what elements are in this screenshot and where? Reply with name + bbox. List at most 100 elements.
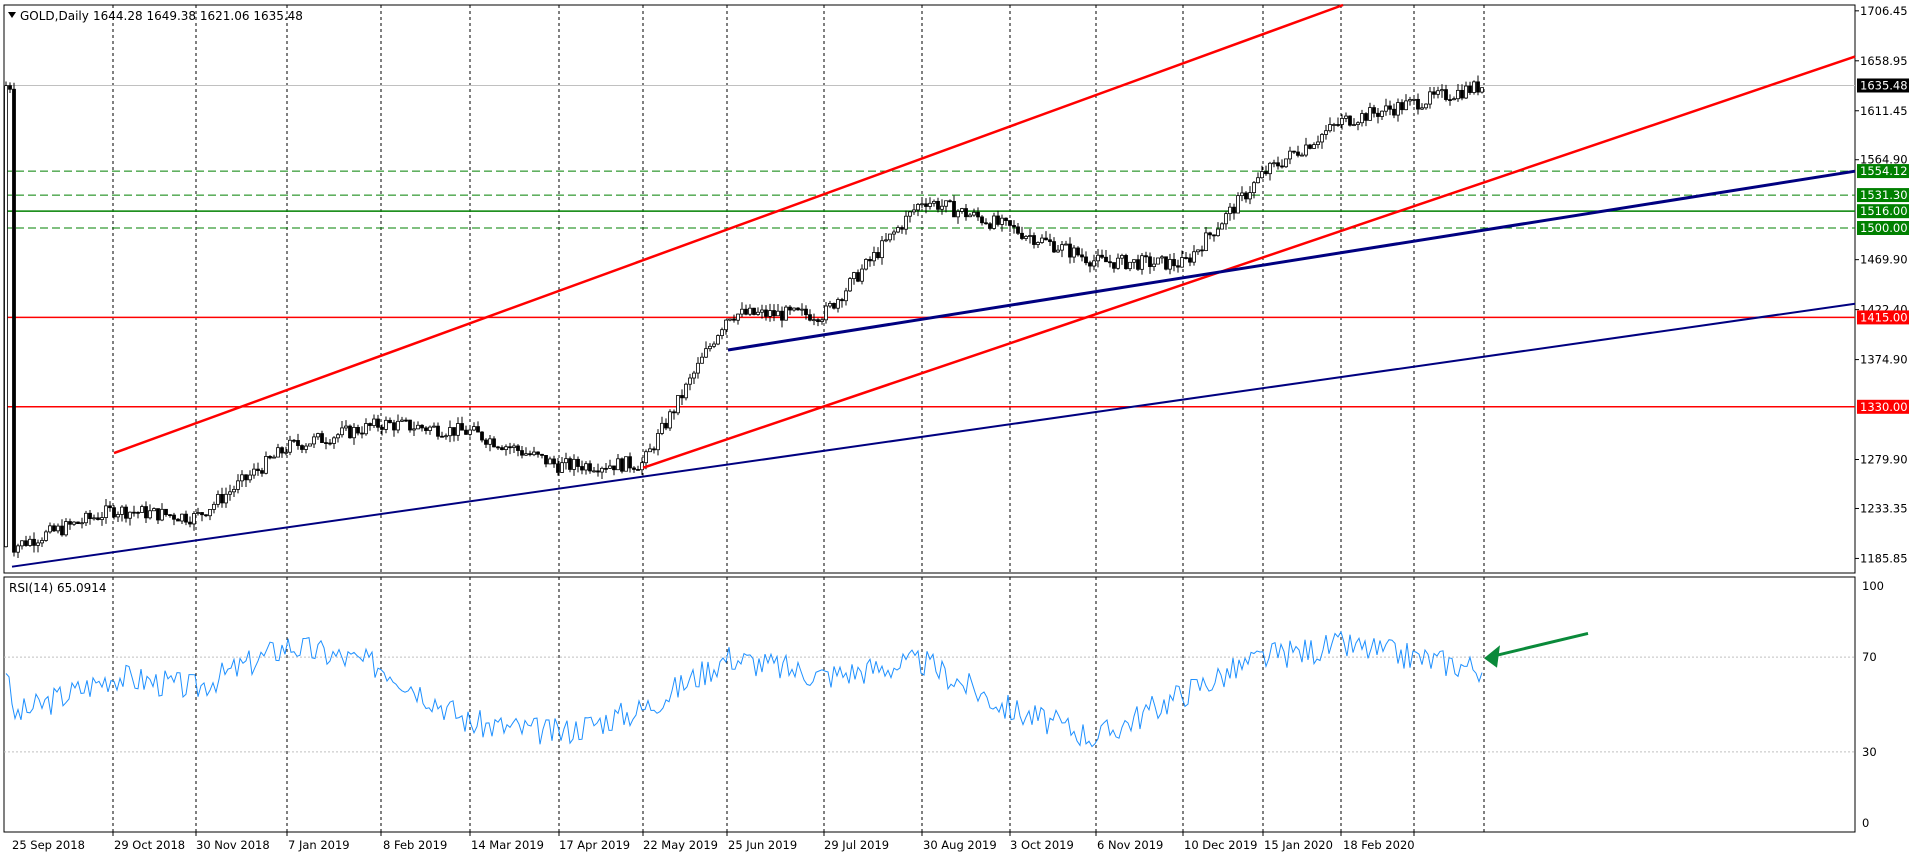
candle-body bbox=[840, 299, 844, 302]
candle-body bbox=[1468, 85, 1472, 93]
candle-body bbox=[292, 439, 296, 442]
candle-body bbox=[960, 208, 964, 212]
candle-body bbox=[156, 508, 160, 521]
candle-body bbox=[1056, 249, 1060, 253]
candle-body bbox=[696, 362, 700, 374]
candle-body bbox=[808, 314, 812, 321]
candle-body bbox=[504, 446, 508, 451]
candle-body bbox=[340, 427, 344, 436]
candle-body bbox=[228, 491, 232, 495]
candle-body bbox=[1400, 102, 1404, 111]
candle-body bbox=[512, 445, 516, 448]
candle-body bbox=[224, 493, 228, 504]
horizontal-levels[interactable] bbox=[4, 84, 1855, 408]
candle-body bbox=[204, 514, 208, 517]
candle-body bbox=[1320, 134, 1324, 143]
time-tick-label: 3 Oct 2019 bbox=[1010, 838, 1074, 852]
candle-body bbox=[1032, 235, 1036, 245]
candle-body bbox=[836, 299, 840, 309]
candle-body bbox=[1160, 256, 1164, 259]
candle-body bbox=[604, 467, 608, 470]
candle-body bbox=[756, 311, 760, 315]
candle-body bbox=[648, 448, 652, 453]
candle-body bbox=[1224, 213, 1228, 225]
candle-body bbox=[1424, 103, 1428, 109]
candle-body bbox=[236, 480, 240, 490]
time-tick-label: 15 Jan 2020 bbox=[1264, 838, 1333, 852]
time-tick-label: 29 Jul 2019 bbox=[824, 838, 889, 852]
candle-body bbox=[220, 494, 224, 504]
candle-body bbox=[332, 437, 336, 444]
rsi-indicator: 100 70 30 0 bbox=[4, 579, 1884, 830]
candle-body bbox=[540, 453, 544, 456]
candle-body bbox=[396, 420, 400, 431]
candle-body bbox=[1324, 130, 1328, 135]
candle-body bbox=[432, 425, 436, 428]
candle-body bbox=[272, 456, 276, 459]
candle-body bbox=[1328, 124, 1332, 132]
candle-body bbox=[744, 308, 748, 315]
candle-body bbox=[1024, 235, 1028, 239]
candle-body bbox=[1148, 256, 1152, 267]
candle-body bbox=[928, 202, 932, 207]
candle-body bbox=[280, 447, 284, 454]
candle-body bbox=[1452, 98, 1456, 101]
candle-body bbox=[276, 447, 280, 458]
candle-body bbox=[8, 85, 12, 90]
candle-body bbox=[1316, 141, 1320, 145]
candle-body bbox=[592, 470, 596, 473]
price-tick-label: 1374.90 bbox=[1860, 353, 1908, 367]
candle-body bbox=[768, 310, 772, 317]
candle-body bbox=[1164, 256, 1168, 270]
candle-body bbox=[440, 435, 444, 438]
level-tag-bg bbox=[1857, 164, 1909, 179]
candle-body bbox=[864, 259, 868, 270]
candle-body bbox=[316, 433, 320, 438]
candle-body bbox=[596, 470, 600, 473]
candle-body bbox=[328, 442, 332, 445]
candle-body bbox=[732, 318, 736, 321]
candle-body bbox=[1280, 165, 1284, 168]
rsi-arrow-head bbox=[1484, 645, 1500, 668]
candle-body bbox=[348, 425, 352, 439]
candle-body bbox=[1184, 257, 1188, 259]
candle-body bbox=[564, 458, 568, 464]
price-tick-label: 1469.90 bbox=[1860, 253, 1908, 267]
candle-body bbox=[1264, 171, 1268, 175]
candle-body bbox=[376, 418, 380, 428]
candle-body bbox=[1120, 255, 1124, 259]
candle-body bbox=[1364, 113, 1368, 121]
candle-body bbox=[1028, 235, 1032, 237]
trend-line-long-term-support bbox=[11, 302, 1856, 568]
candle-body bbox=[116, 514, 120, 518]
candle-body bbox=[1428, 91, 1432, 105]
candle-body bbox=[452, 427, 456, 436]
trend-lines[interactable] bbox=[11, 3, 1856, 568]
trend-line-upper-channel bbox=[113, 3, 1344, 455]
candle-body bbox=[1296, 151, 1300, 156]
candle-body bbox=[684, 383, 688, 399]
candle-body bbox=[176, 518, 180, 522]
time-tick-label: 22 May 2019 bbox=[643, 838, 718, 852]
candle-body bbox=[1040, 237, 1044, 243]
time-tick-label: 25 Jun 2019 bbox=[728, 838, 797, 852]
candle-body bbox=[16, 545, 20, 553]
chart-menu-triangle-icon[interactable] bbox=[8, 12, 16, 18]
candle-body bbox=[436, 425, 440, 437]
candle-body bbox=[1208, 232, 1212, 236]
candle-body bbox=[700, 356, 704, 364]
candle-body bbox=[80, 522, 84, 525]
candle-body bbox=[32, 538, 36, 546]
candle-body bbox=[1016, 226, 1020, 234]
candle-body bbox=[616, 458, 620, 471]
candle-body bbox=[880, 240, 884, 259]
candle-body bbox=[500, 447, 504, 451]
candle-body bbox=[488, 438, 492, 445]
candle-body bbox=[1220, 223, 1224, 230]
candle-body bbox=[1096, 254, 1100, 262]
candle-body bbox=[344, 425, 348, 429]
candle-body bbox=[936, 200, 940, 210]
grid-lines bbox=[112, 5, 1485, 832]
